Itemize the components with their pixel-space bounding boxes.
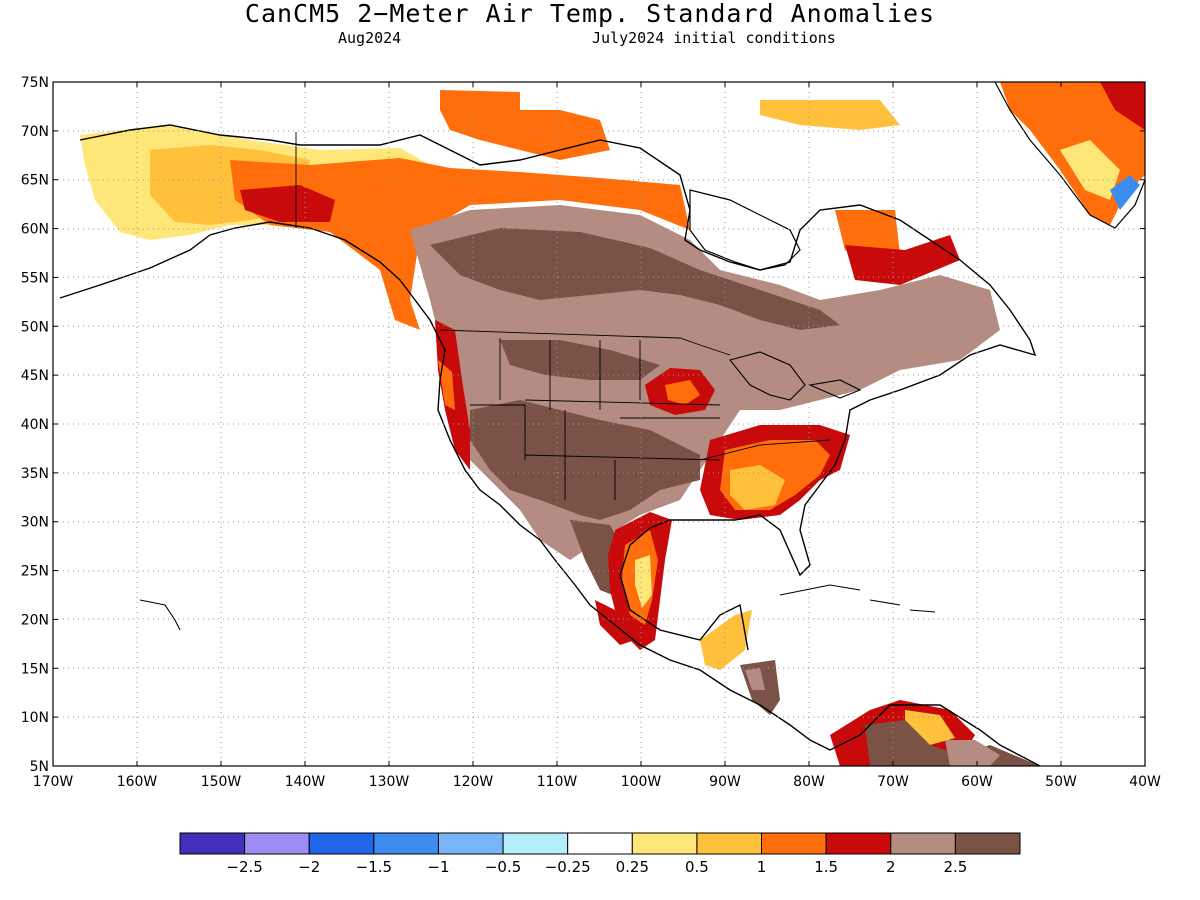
- lon-tick-label: 40W: [1129, 774, 1161, 790]
- hudson-bay-outline: [689, 189, 801, 271]
- colorbar-label: −0.25: [545, 858, 591, 876]
- lat-tick-label: 10N: [21, 710, 49, 726]
- lat-tick-label: 30N: [21, 515, 49, 531]
- coastline: [59, 221, 1041, 766]
- lon-tick-label: 170W: [33, 774, 74, 790]
- colorbar-swatch: [567, 832, 633, 855]
- lat-tick-label: 25N: [21, 564, 49, 580]
- lat-tick-label: 40N: [21, 417, 49, 433]
- lat-tick-label: 60N: [21, 222, 49, 238]
- lat-tick-label: 15N: [21, 661, 49, 677]
- map-area: [53, 82, 1145, 766]
- colorbar-swatch: [825, 832, 892, 855]
- colorbar-label: −1: [427, 858, 449, 876]
- graticule: [53, 82, 1145, 766]
- great-lakes-outline: [729, 351, 862, 401]
- colorbar-swatch: [761, 832, 827, 855]
- colorbar-label: 0.5: [685, 858, 709, 876]
- colorbar-label: −1.5: [356, 858, 392, 876]
- forecast-month: Aug2024: [338, 29, 402, 47]
- colorbar-swatch: [631, 832, 698, 855]
- lon-tick-label: 90W: [709, 774, 741, 790]
- lon-tick-label: 50W: [1045, 774, 1077, 790]
- lat-tick-label: 75N: [21, 75, 49, 91]
- anomaly-region-yukon-deeporange: [230, 158, 690, 330]
- anomaly-region-plains-orange: [665, 380, 700, 405]
- initial-conditions: July2024 initial conditions: [592, 29, 836, 47]
- colorbar-swatch: [373, 832, 439, 855]
- lon-tick-label: 80W: [793, 774, 825, 790]
- colorbar-swatch: [308, 832, 375, 855]
- lat-tick-label: 45N: [21, 368, 49, 384]
- anomaly-region-yukon-red: [240, 185, 335, 222]
- lon-tick-label: 110W: [537, 774, 578, 790]
- colorbar: −2.5 −2 −1.5 −1 −0.5 −0.25 0.25 0.5 1 1.5 2 2.5: [179, 832, 1021, 876]
- anomaly-region-south-america-light: [945, 740, 1000, 766]
- lat-tick-label: 35N: [21, 466, 49, 482]
- colorbar-label: 2.5: [943, 858, 967, 876]
- chart-title: CanCM5 2−Meter Air Temp. Standard Anomal…: [244, 0, 936, 28]
- colorbar-label: −2.5: [226, 858, 262, 876]
- anomaly-region-greenland-red: [1100, 82, 1145, 130]
- colorbar-swatch: [696, 832, 763, 855]
- colorbar-swatch: [502, 832, 569, 855]
- political-boundaries: [295, 132, 831, 500]
- lat-tick-label: 50N: [21, 319, 49, 335]
- lon-tick-label: 120W: [453, 774, 494, 790]
- colorbar-label: 0.25: [616, 858, 649, 876]
- anomaly-region-pacific-coast-orange: [438, 360, 455, 410]
- anomaly-region-yucatan: [700, 610, 752, 670]
- colorbar-swatch: [179, 832, 246, 855]
- colorbar-label: 1.5: [814, 858, 838, 876]
- colorbar-label: −0.5: [485, 858, 521, 876]
- lat-tick-label: 65N: [21, 173, 49, 189]
- lon-tick-label: 130W: [369, 774, 410, 790]
- colorbar-swatch: [244, 832, 310, 855]
- anomaly-region-arctic-north: [760, 100, 900, 130]
- lon-tick-label: 140W: [285, 774, 326, 790]
- colorbar-swatch: [954, 832, 1021, 855]
- anomaly-region-greenland-blue: [1110, 175, 1140, 210]
- lat-tick-label: 20N: [21, 612, 49, 628]
- colorbar-swatch: [890, 832, 956, 855]
- lon-tick-label: 60W: [961, 774, 993, 790]
- lat-tick-label: 70N: [21, 124, 49, 140]
- anomaly-region-canada-dark-brown: [430, 228, 840, 330]
- lon-tick-label: 100W: [621, 774, 662, 790]
- colorbar-label: 1: [757, 858, 767, 876]
- anomaly-region-us-west-dark-brown: [470, 400, 700, 520]
- lon-tick-label: 150W: [201, 774, 242, 790]
- caribbean-islands: [139, 584, 936, 631]
- anomaly-region-greenland-yellow: [1060, 140, 1120, 200]
- latitude-axis: 75N 70N 65N 60N 55N 50N 45N 40N 35N 30N 25N 20N 15N 1…: [21, 75, 1145, 775]
- longitude-axis: 170W 160W 150W 140W 130W 120W 110W 100W 90W 80W 70…: [33, 82, 1161, 790]
- lon-tick-label: 160W: [117, 774, 158, 790]
- colorbar-label: 2: [886, 858, 896, 876]
- anomaly-region-central-america-light: [745, 668, 765, 690]
- lon-tick-label: 70W: [877, 774, 909, 790]
- colorbar-swatch: [437, 832, 504, 855]
- anomaly-region-gulf-yellow: [635, 555, 652, 608]
- anomaly-region-rockies-dark-brown: [500, 340, 660, 380]
- lat-tick-label: 55N: [21, 270, 49, 286]
- anomaly-region-arctic-islands: [440, 90, 610, 160]
- coastline-north: [79, 124, 1037, 651]
- colorbar-label: −2: [298, 858, 320, 876]
- anomaly-region-southeast-yellow: [730, 465, 785, 510]
- anomaly-region-labrador-red: [845, 235, 960, 285]
- lat-tick-label: 5N: [30, 759, 49, 775]
- greenland-outline: [994, 82, 1145, 229]
